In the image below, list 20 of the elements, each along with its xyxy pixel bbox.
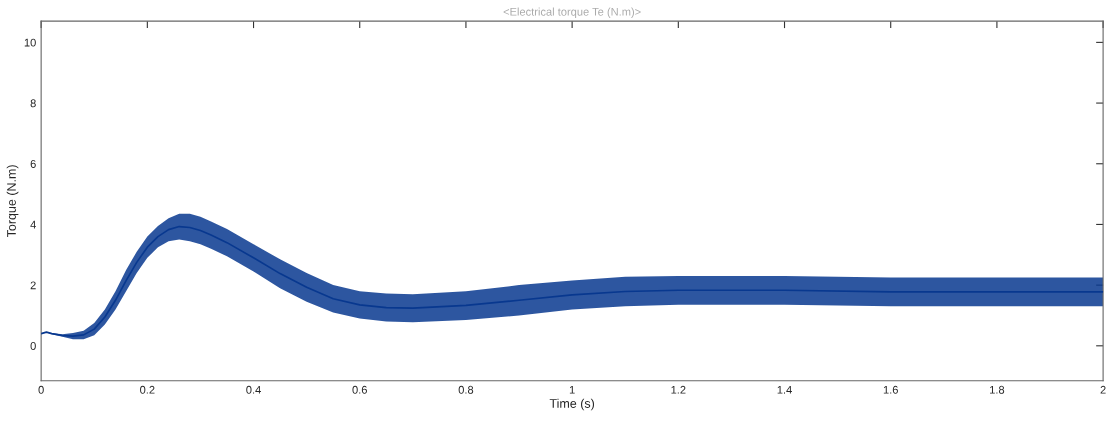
- x-tick-label: 0: [38, 385, 44, 394]
- x-axis-title: Time (s): [549, 398, 595, 411]
- x-tick-label: 1: [569, 385, 575, 394]
- chart-title: <Electrical torque Te (N.m)>: [503, 7, 641, 18]
- x-tick-label: 0.2: [140, 385, 155, 394]
- y-tick-label: 4: [30, 220, 36, 229]
- y-tick-label: 2: [30, 281, 36, 290]
- x-tick-label: 0.4: [246, 385, 261, 394]
- x-tick-label: 2: [1100, 385, 1106, 394]
- x-tick-label: 1.6: [883, 385, 898, 394]
- x-tick-label: 0.8: [458, 385, 474, 394]
- x-tick-label: 1.4: [777, 385, 792, 394]
- y-tick-label: 10: [24, 38, 36, 47]
- y-axis-title: Torque (N.m): [6, 165, 19, 238]
- x-tick-label: 0.6: [352, 385, 367, 394]
- y-tick-label: 0: [30, 342, 36, 350]
- x-tick-label: 1.8: [990, 385, 1005, 394]
- y-tick-label: 8: [30, 99, 36, 108]
- x-tick-label: 1.2: [671, 385, 686, 394]
- y-tick-label: 6: [30, 160, 36, 168]
